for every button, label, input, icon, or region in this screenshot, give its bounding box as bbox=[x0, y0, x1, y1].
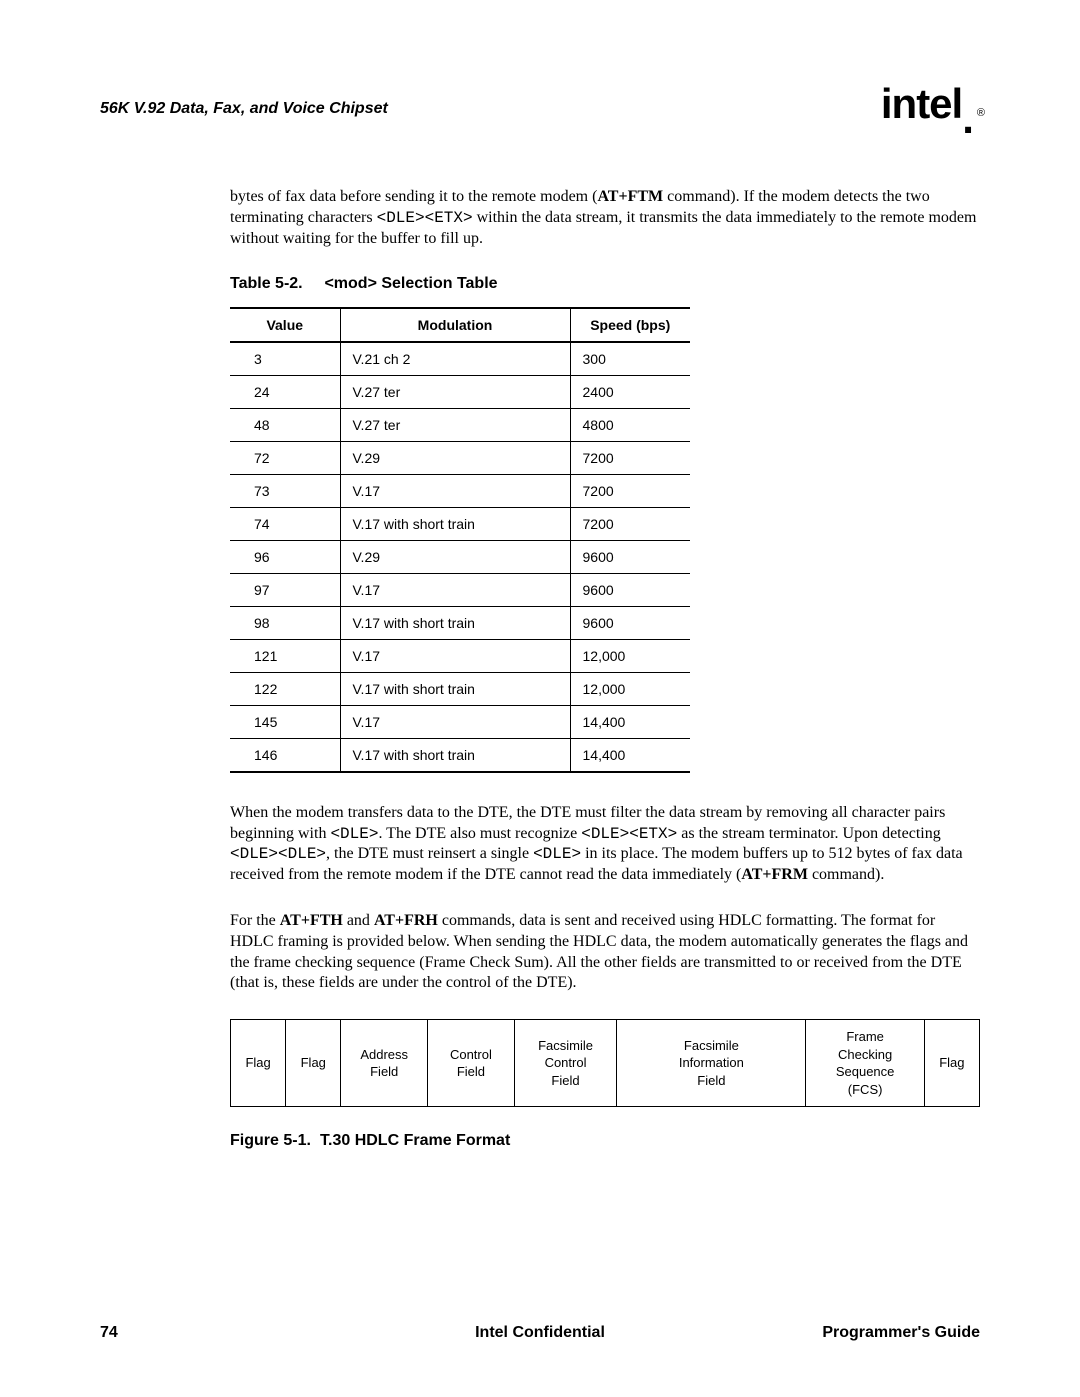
table-caption-title: <mod> Selection Table bbox=[324, 275, 497, 292]
logo-reg: ® bbox=[977, 107, 984, 119]
table-cell: V.17 bbox=[340, 573, 570, 606]
table-cell: V.17 with short train bbox=[340, 672, 570, 705]
doc-title: 56K V.92 Data, Fax, and Voice Chipset bbox=[100, 100, 388, 118]
table-cell: 9600 bbox=[570, 606, 690, 639]
col-value: Value bbox=[230, 308, 340, 342]
footer-page: 74 bbox=[100, 1324, 118, 1342]
table-cell: V.17 with short train bbox=[340, 738, 570, 772]
table-cell: V.17 with short train bbox=[340, 606, 570, 639]
table-row: 145V.1714,400 bbox=[230, 705, 690, 738]
footer-confidential: Intel Confidential bbox=[475, 1324, 605, 1342]
hdlc-cell: Flag bbox=[924, 1020, 979, 1107]
figure-caption-title: T.30 HDLC Frame Format bbox=[320, 1132, 510, 1149]
intro-paragraph: bytes of fax data before sending it to t… bbox=[230, 187, 980, 249]
dte-filter-paragraph: When the modem transfers data to the DTE… bbox=[230, 803, 980, 886]
hdlc-cell: FacsimileInformationField bbox=[617, 1020, 806, 1107]
table-cell: V.21 ch 2 bbox=[340, 342, 570, 376]
table-cell: V.27 ter bbox=[340, 408, 570, 441]
table-cell: 98 bbox=[230, 606, 340, 639]
table-cell: 145 bbox=[230, 705, 340, 738]
table-cell: 300 bbox=[570, 342, 690, 376]
hdlc-cell: FacsimileControlField bbox=[514, 1020, 616, 1107]
table-cell: 122 bbox=[230, 672, 340, 705]
table-cell: 14,400 bbox=[570, 738, 690, 772]
table-cell: 9600 bbox=[570, 573, 690, 606]
page-content: bytes of fax data before sending it to t… bbox=[230, 187, 980, 1150]
table-row: 97V.179600 bbox=[230, 573, 690, 606]
table-row: 146V.17 with short train14,400 bbox=[230, 738, 690, 772]
figure-caption-num: Figure 5-1. bbox=[230, 1132, 320, 1150]
table-cell: 2400 bbox=[570, 375, 690, 408]
table-cell: V.29 bbox=[340, 441, 570, 474]
table-row: 98V.17 with short train9600 bbox=[230, 606, 690, 639]
table-row: 3V.21 ch 2300 bbox=[230, 342, 690, 376]
table-cell: V.27 ter bbox=[340, 375, 570, 408]
table-cell: 24 bbox=[230, 375, 340, 408]
table-row: 48V.27 ter4800 bbox=[230, 408, 690, 441]
table-cell: V.17 bbox=[340, 705, 570, 738]
table-cell: 72 bbox=[230, 441, 340, 474]
hdlc-frame-table: FlagFlagAddressFieldControlFieldFacsimil… bbox=[230, 1019, 980, 1107]
table-cell: 3 bbox=[230, 342, 340, 376]
page-header: 56K V.92 Data, Fax, and Voice Chipset in… bbox=[100, 80, 980, 137]
table-cell: V.17 bbox=[340, 474, 570, 507]
col-modulation: Modulation bbox=[340, 308, 570, 342]
hdlc-frame-row: FlagFlagAddressFieldControlFieldFacsimil… bbox=[231, 1020, 980, 1107]
hdlc-cell: Flag bbox=[286, 1020, 341, 1107]
table-cell: 4800 bbox=[570, 408, 690, 441]
hdlc-cell: AddressField bbox=[341, 1020, 428, 1107]
table-cell: 121 bbox=[230, 639, 340, 672]
table-cell: 12,000 bbox=[570, 639, 690, 672]
mod-selection-table: Value Modulation Speed (bps) 3V.21 ch 23… bbox=[230, 307, 690, 773]
logo-text: intel bbox=[881, 80, 962, 127]
table-cell: 7200 bbox=[570, 507, 690, 540]
hdlc-cell: ControlField bbox=[428, 1020, 515, 1107]
table-cell: 73 bbox=[230, 474, 340, 507]
table-row: 73V.177200 bbox=[230, 474, 690, 507]
table-cell: V.17 with short train bbox=[340, 507, 570, 540]
table-cell: 12,000 bbox=[570, 672, 690, 705]
table-caption: Table 5-2. <mod> Selection Table bbox=[230, 275, 980, 293]
intel-logo: intel.® bbox=[881, 80, 980, 137]
table-row: 24V.27 ter2400 bbox=[230, 375, 690, 408]
table-cell: 96 bbox=[230, 540, 340, 573]
table-cell: 74 bbox=[230, 507, 340, 540]
table-caption-num: Table 5-2. bbox=[230, 275, 320, 293]
table-cell: V.29 bbox=[340, 540, 570, 573]
table-cell: 146 bbox=[230, 738, 340, 772]
table-cell: 9600 bbox=[570, 540, 690, 573]
hdlc-cell: Flag bbox=[231, 1020, 286, 1107]
table-cell: 97 bbox=[230, 573, 340, 606]
table-cell: 14,400 bbox=[570, 705, 690, 738]
table-row: 72V.297200 bbox=[230, 441, 690, 474]
col-speed: Speed (bps) bbox=[570, 308, 690, 342]
footer-guide: Programmer's Guide bbox=[822, 1324, 980, 1342]
hdlc-cell: FrameCheckingSequence(FCS) bbox=[806, 1020, 924, 1107]
table-cell: 48 bbox=[230, 408, 340, 441]
page-footer: 74 Intel Confidential Programmer's Guide bbox=[100, 1324, 980, 1342]
table-row: 74V.17 with short train7200 bbox=[230, 507, 690, 540]
table-row: 122V.17 with short train12,000 bbox=[230, 672, 690, 705]
table-row: 121V.1712,000 bbox=[230, 639, 690, 672]
table-cell: V.17 bbox=[340, 639, 570, 672]
table-cell: 7200 bbox=[570, 474, 690, 507]
hdlc-paragraph: For the AT+FTH and AT+FRH commands, data… bbox=[230, 911, 980, 994]
table-cell: 7200 bbox=[570, 441, 690, 474]
figure-caption: Figure 5-1.T.30 HDLC Frame Format bbox=[230, 1132, 980, 1150]
table-row: 96V.299600 bbox=[230, 540, 690, 573]
table-header-row: Value Modulation Speed (bps) bbox=[230, 308, 690, 342]
